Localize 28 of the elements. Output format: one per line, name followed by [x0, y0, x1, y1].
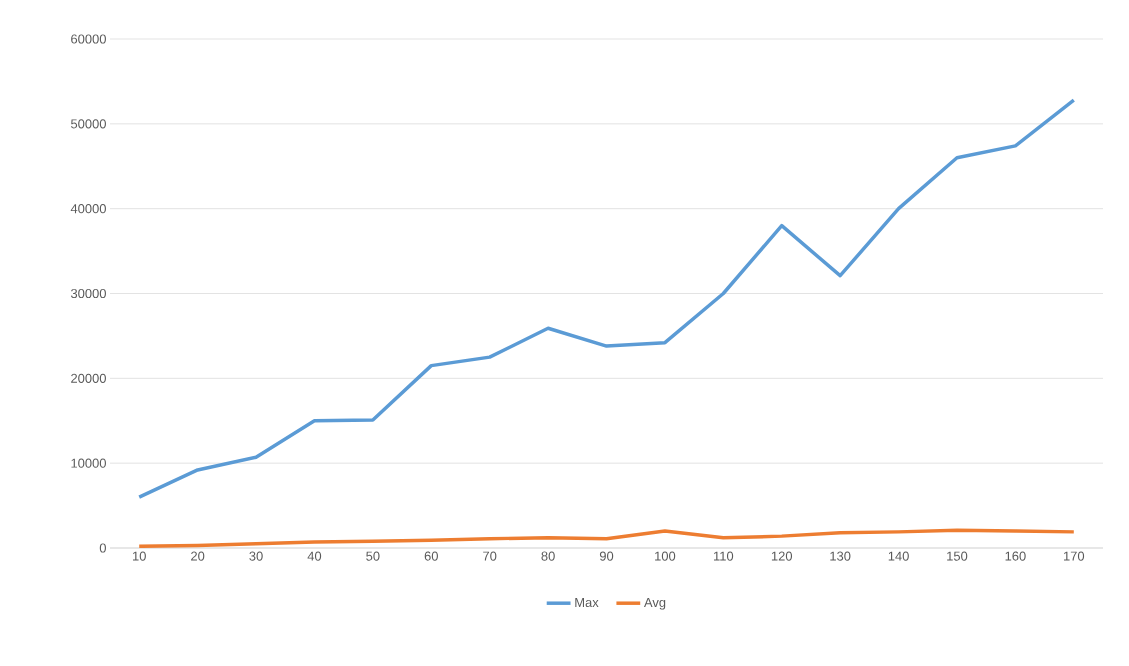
x-tick-label: 60: [424, 551, 438, 561]
y-tick-label: 30000: [70, 288, 106, 299]
x-tick-label: 40: [307, 551, 322, 561]
line-series: [137, 528, 1076, 548]
x-tick-label: 20: [191, 551, 205, 561]
y-tick-label: 60000: [71, 34, 106, 44]
x-tick-label: 160: [1005, 551, 1026, 561]
x-tick-label: 70: [483, 551, 497, 561]
x-tick-label: 100: [655, 551, 676, 561]
x-tick-label: 170: [1063, 551, 1085, 561]
x-tick-label: 30: [249, 551, 263, 561]
x-tick-label: 140: [888, 551, 909, 561]
x-tick-label: 110: [713, 551, 734, 561]
legend-label: Max: [575, 598, 599, 608]
x-tick-label: 130: [830, 551, 851, 561]
y-tick-label: 10000: [71, 458, 106, 468]
x-tick-label: 80: [541, 551, 555, 561]
legend-label: Avg: [643, 598, 666, 610]
y-tick-label: 0: [99, 543, 106, 553]
y-tick-label: 50000: [70, 119, 106, 129]
y-tick-label: 20000: [71, 373, 106, 383]
x-tick-label: 10: [132, 551, 146, 561]
line-series: [137, 98, 1076, 499]
x-tick-label: 150: [947, 551, 968, 561]
x-tick-label: 90: [599, 551, 614, 561]
x-tick-label: 50: [366, 551, 380, 561]
x-tick-label: 120: [771, 551, 793, 561]
y-tick-label: 40000: [70, 204, 106, 214]
